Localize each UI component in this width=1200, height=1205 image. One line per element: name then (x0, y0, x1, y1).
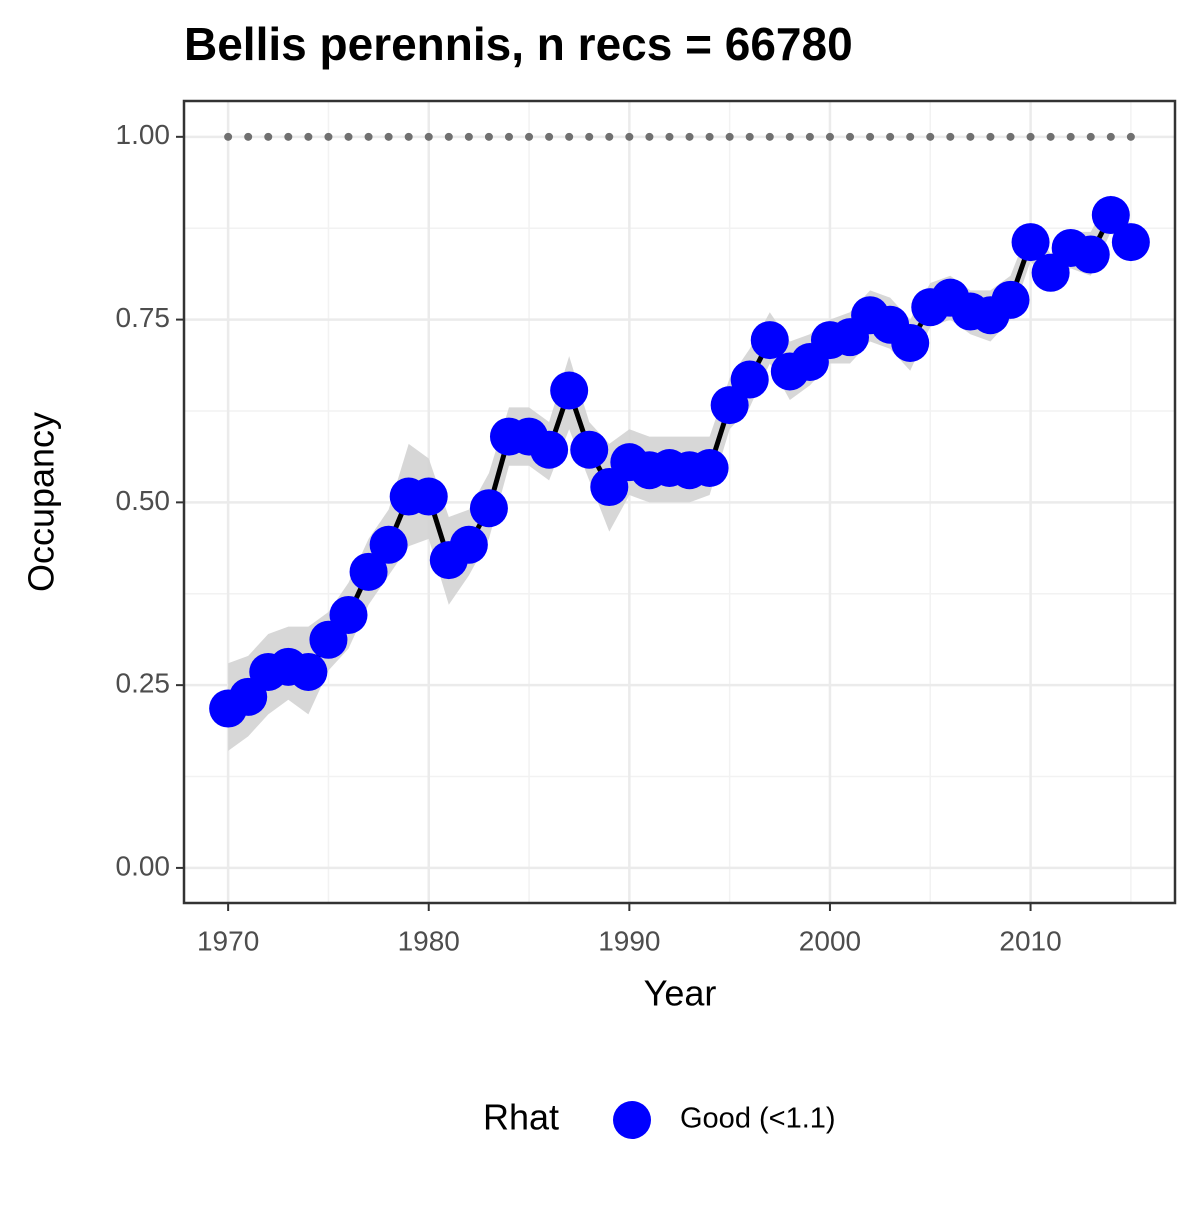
data-point (530, 430, 569, 469)
data-point (750, 321, 789, 360)
data-point (891, 323, 930, 362)
reference-dot (384, 132, 393, 141)
data-point (1111, 223, 1150, 262)
reference-dot (966, 132, 975, 141)
reference-dot (866, 132, 875, 141)
data-point (690, 449, 729, 488)
reference-dot (745, 132, 754, 141)
plot-border (182, 99, 1177, 905)
x-tick-label: 2010 (999, 925, 1061, 956)
data-point (1091, 196, 1130, 235)
reference-dot (1106, 132, 1115, 141)
reference-dot (324, 132, 333, 141)
y-axis-title: Occupancy (21, 412, 62, 592)
reference-dot (685, 132, 694, 141)
legend-marker (613, 1101, 651, 1139)
data-point (991, 280, 1030, 319)
reference-dot (926, 132, 935, 141)
data-point (570, 430, 609, 469)
data-point (449, 525, 488, 564)
y-tick-label: 1.00 (116, 119, 171, 150)
reference-dot (886, 132, 895, 141)
data-point (329, 595, 368, 634)
data-point (1011, 223, 1050, 262)
reference-dot (986, 132, 995, 141)
y-tick-label: 0.00 (116, 850, 171, 881)
reference-dot (244, 132, 253, 141)
x-axis-title: Year (644, 973, 717, 1014)
reference-dot (284, 132, 293, 141)
reference-dot (725, 132, 734, 141)
reference-dot (1006, 132, 1015, 141)
reference-dot (484, 132, 493, 141)
reference-dot (1066, 132, 1075, 141)
reference-dot (444, 132, 453, 141)
data-point (550, 371, 589, 410)
chart-title: Bellis perennis, n recs = 66780 (184, 18, 853, 70)
reference-dot (846, 132, 855, 141)
reference-dot (805, 132, 814, 141)
reference-dot (464, 132, 473, 141)
x-tick-label: 1990 (598, 925, 660, 956)
x-tick-label: 1980 (398, 925, 460, 956)
data-point (289, 652, 328, 691)
reference-dot (565, 132, 574, 141)
reference-dot (504, 132, 513, 141)
reference-dot (1086, 132, 1095, 141)
reference-dot (344, 132, 353, 141)
reference-dot (1126, 132, 1135, 141)
reference-dot (525, 132, 534, 141)
data-point (369, 525, 408, 564)
reference-dot (765, 132, 774, 141)
reference-dot (946, 132, 955, 141)
reference-dot (1026, 132, 1035, 141)
reference-dot (645, 132, 654, 141)
x-tick-label: 2000 (799, 925, 861, 956)
legend-title: Rhat (483, 1097, 559, 1138)
reference-dot (545, 132, 554, 141)
y-tick-label: 0.25 (116, 668, 171, 699)
reference-dot (785, 132, 794, 141)
data-point (1071, 235, 1110, 274)
y-tick-label: 0.50 (116, 485, 171, 516)
data-point (710, 386, 749, 425)
reference-dot (364, 132, 373, 141)
reference-dot (264, 132, 273, 141)
data-point (469, 489, 508, 528)
reference-dot (625, 132, 634, 141)
reference-dot (665, 132, 674, 141)
reference-dot (825, 132, 834, 141)
reference-dot (224, 132, 233, 141)
legend-label: Good (<1.1) (680, 1103, 836, 1135)
reference-dot (906, 132, 915, 141)
y-tick-label: 0.75 (116, 302, 171, 333)
data-point (730, 360, 769, 399)
reference-dot (424, 132, 433, 141)
reference-dot (1046, 132, 1055, 141)
data-point (409, 477, 448, 516)
data-point (349, 552, 388, 591)
reference-dot (404, 132, 413, 141)
reference-dot (585, 132, 594, 141)
reference-dot (304, 132, 313, 141)
reference-dot (605, 132, 614, 141)
reference-dot (705, 132, 714, 141)
x-tick-label: 1970 (197, 925, 259, 956)
